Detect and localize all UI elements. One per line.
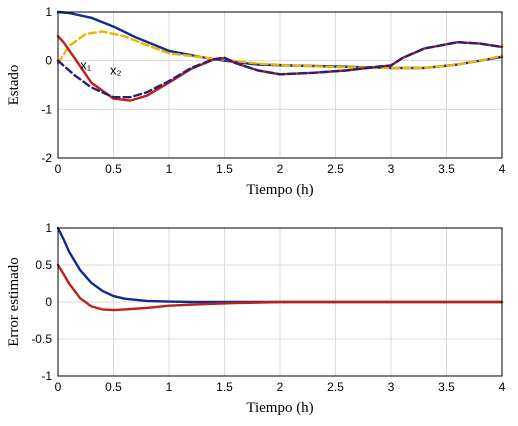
y-tick-label: 0.5 [35, 258, 52, 272]
series-line-2 [56, 30, 504, 70]
x-tick-label: 2.5 [327, 380, 344, 394]
y-tick-label: -0.5 [31, 332, 52, 346]
series-line-4 [56, 41, 504, 99]
plot-frame [57, 227, 503, 377]
chart-2: 0 0.5 1 1.5 2 2.5 3 3.5 4 1 0.5 0 -0.5 -1 Tiempo (h) Er… [6, 221, 506, 416]
y-tick-label: 1 [45, 221, 52, 235]
series-line-2 [56, 263, 504, 312]
x-tick-label: 0 [55, 162, 62, 176]
x-tick-label: 1 [166, 380, 173, 394]
y-tick-label: -1 [41, 102, 52, 116]
x-tick-label: 2.5 [327, 162, 344, 176]
x-tick-label: 0.5 [105, 380, 122, 394]
x-tick-label: 3.5 [438, 380, 455, 394]
x-tick-label: 4 [499, 380, 506, 394]
x-tick-label: 0 [55, 380, 62, 394]
chart-1: 0 0.5 1 1.5 2 2.5 3 3.5 4 1 0 -1 -2 x₁ x₂ Tiempo (h) Est… [6, 5, 506, 198]
x-tick-label: 0.5 [105, 162, 122, 176]
x-tick-label: 3 [388, 380, 395, 394]
annotation-label: x₂ [110, 62, 122, 77]
y-tick-label: 1 [45, 5, 52, 19]
y-tick-label: 0 [45, 54, 52, 68]
x-tick-label: 2 [277, 380, 284, 394]
y-axis-label: Estado [6, 65, 22, 106]
y-tick-label: -1 [41, 369, 52, 383]
x-axis-label: Tiempo (h) [246, 400, 313, 416]
x-tick-label: 1.5 [216, 162, 233, 176]
annotation-label: x₁ [80, 57, 92, 72]
x-tick-label: 3.5 [438, 162, 455, 176]
x-tick-label: 2 [277, 162, 284, 176]
plot-frame [57, 11, 503, 159]
x-tick-label: 3 [388, 162, 395, 176]
x-tick-label: 4 [499, 162, 506, 176]
y-tick-label: -2 [41, 151, 52, 165]
x-tick-label: 1 [166, 162, 173, 176]
x-tick-label: 1.5 [216, 380, 233, 394]
y-tick-label: 0 [45, 295, 52, 309]
x-axis-label: Tiempo (h) [246, 182, 313, 198]
y-axis-label: Error estimado [6, 257, 22, 347]
